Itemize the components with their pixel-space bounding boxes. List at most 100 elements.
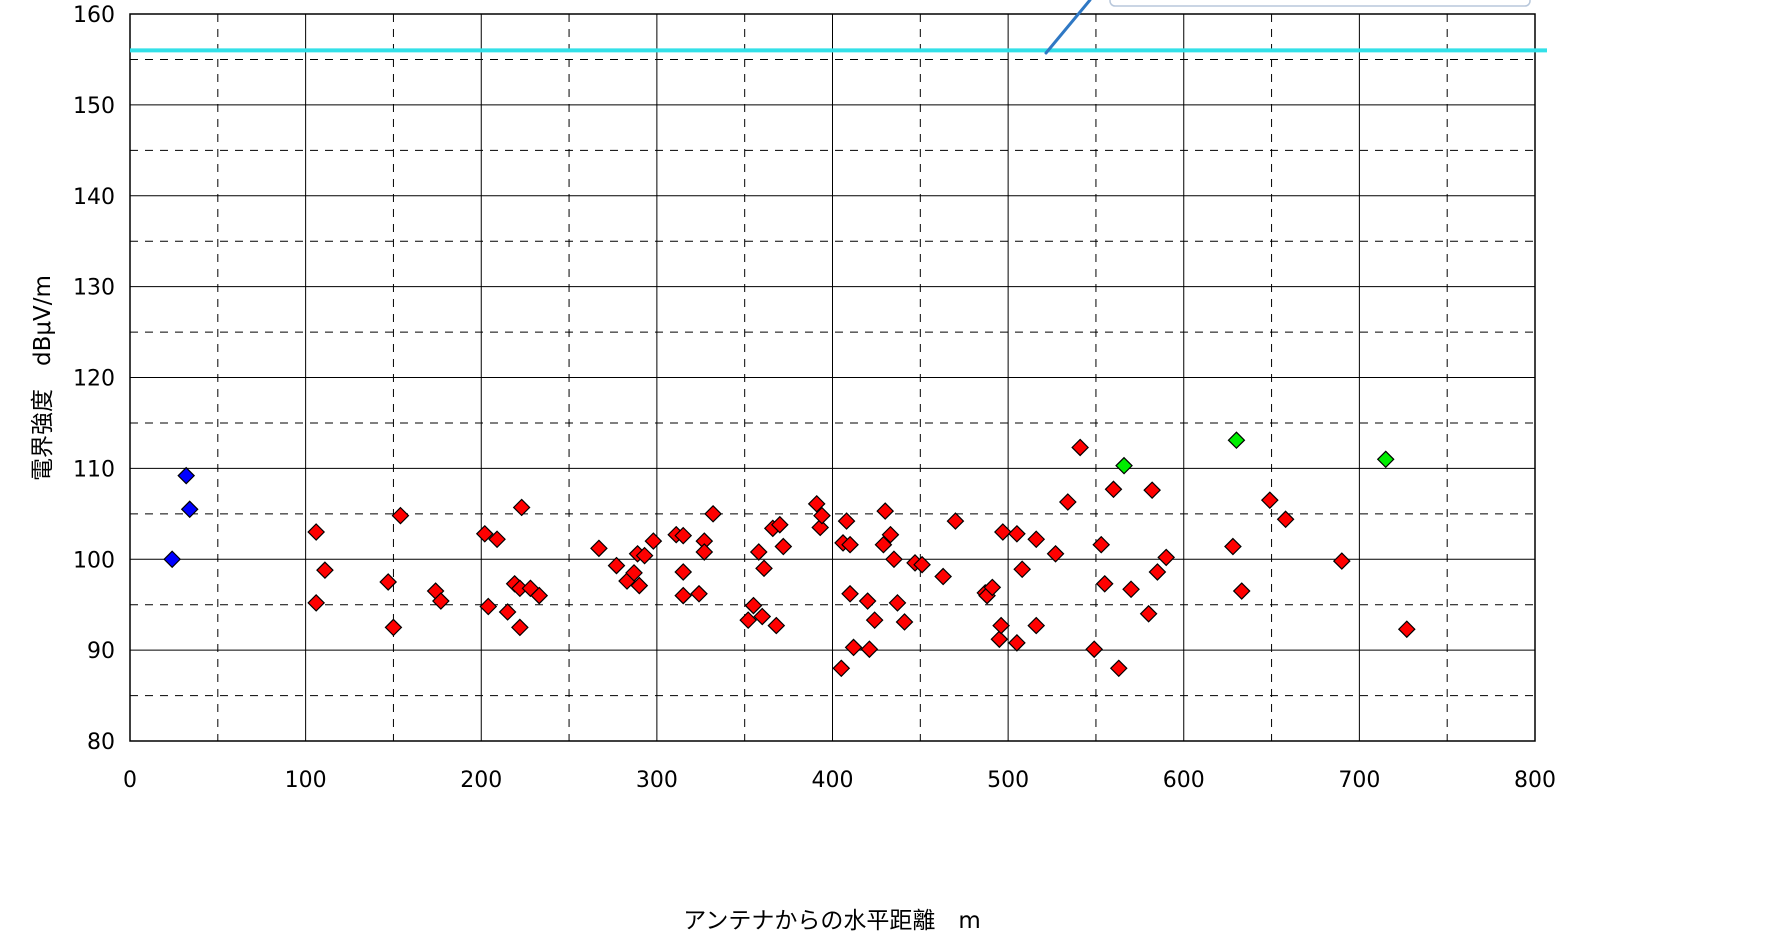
data-point — [1104, 480, 1123, 499]
data-point — [1332, 552, 1351, 570]
annotation-callout-pointer — [1044, 0, 1092, 55]
plot-border — [129, 13, 1536, 742]
data-point — [770, 515, 789, 534]
data-point — [744, 596, 763, 615]
data-point — [307, 594, 326, 612]
data-point — [180, 500, 199, 519]
data-point — [1260, 491, 1279, 510]
data-point — [811, 518, 830, 537]
data-point — [1232, 582, 1251, 600]
data-point — [1071, 438, 1089, 457]
data-point — [511, 618, 529, 637]
data-point — [674, 526, 693, 545]
data-point — [994, 523, 1012, 541]
data-point — [844, 638, 863, 657]
data-point — [1376, 450, 1395, 469]
data-point — [739, 611, 758, 629]
data-point — [674, 586, 693, 605]
x-tick-label: 400 — [812, 768, 854, 793]
data-point — [990, 630, 1009, 649]
data-point — [607, 556, 626, 575]
data-point — [983, 578, 1002, 597]
data-point — [1008, 634, 1026, 652]
data-point — [913, 555, 931, 574]
data-point — [749, 543, 768, 561]
data-point — [753, 607, 772, 626]
data-point — [479, 597, 498, 616]
y-tick-label: 140 — [73, 185, 115, 210]
data-points — [163, 431, 1416, 678]
data-point — [644, 532, 663, 550]
data-point — [841, 535, 859, 554]
x-tick-label: 0 — [123, 768, 137, 793]
data-point — [865, 611, 884, 629]
data-point — [1122, 580, 1140, 599]
y-tick-label: 90 — [87, 639, 115, 664]
data-point — [934, 567, 952, 586]
data-point — [1115, 456, 1133, 475]
data-point — [432, 592, 450, 610]
data-point — [767, 616, 786, 635]
data-point — [885, 550, 903, 569]
data-point — [946, 512, 965, 530]
data-point — [1397, 620, 1416, 639]
data-point — [1027, 530, 1046, 549]
data-point — [590, 539, 608, 558]
data-point — [858, 592, 877, 610]
data-point — [807, 494, 826, 513]
data-point — [391, 506, 410, 525]
x-tick-label: 100 — [285, 768, 327, 793]
y-tick-label: 160 — [73, 3, 115, 28]
data-point — [384, 618, 403, 637]
data-point — [1143, 481, 1161, 500]
data-point — [1276, 510, 1295, 529]
data-point — [1058, 493, 1077, 511]
data-point — [488, 530, 506, 549]
data-point — [1008, 524, 1026, 543]
data-point — [475, 524, 494, 543]
data-point — [1085, 640, 1104, 659]
data-point — [813, 506, 831, 525]
data-point — [1148, 563, 1167, 581]
data-point — [177, 466, 196, 485]
data-point — [1139, 604, 1158, 623]
y-tick-label: 130 — [73, 276, 115, 301]
annotation-callout-box — [1109, 0, 1531, 7]
reference-line-layer — [130, 0, 1547, 55]
y-tick-label: 120 — [73, 367, 115, 392]
data-point — [1227, 431, 1246, 450]
data-point — [832, 659, 851, 678]
data-point — [1027, 616, 1046, 635]
data-point — [774, 537, 793, 556]
data-point — [512, 498, 531, 517]
y-axis-title: 電界強度 dBμV/m — [30, 275, 56, 481]
data-point — [1224, 537, 1242, 556]
x-axis-title: アンテナからの水平距離 m — [683, 908, 981, 934]
x-tick-label: 300 — [636, 768, 678, 793]
data-point — [498, 603, 517, 621]
data-point — [163, 550, 181, 569]
data-point — [690, 584, 708, 603]
data-point — [874, 535, 893, 554]
data-point — [530, 586, 549, 605]
tick-labels: 0 100 200 300 400 500 600 700 800 80 90 100 110 120 13… — [73, 3, 1556, 793]
data-point — [1109, 659, 1128, 678]
data-point — [992, 616, 1010, 635]
x-tick-label: 200 — [460, 768, 502, 793]
y-tick-label: 100 — [73, 548, 115, 573]
data-point — [1092, 535, 1111, 554]
data-point — [837, 512, 856, 530]
data-point — [881, 525, 900, 544]
data-point — [841, 584, 859, 603]
x-tick-label: 700 — [1338, 768, 1380, 793]
y-tick-label: 150 — [73, 94, 115, 119]
x-tick-label: 600 — [1163, 768, 1205, 793]
data-point — [876, 502, 895, 520]
data-point — [630, 576, 649, 595]
data-point — [1013, 560, 1032, 579]
grid-lines — [129, 13, 1536, 742]
data-point — [625, 564, 643, 582]
data-point — [1046, 544, 1065, 563]
data-point — [755, 559, 773, 578]
